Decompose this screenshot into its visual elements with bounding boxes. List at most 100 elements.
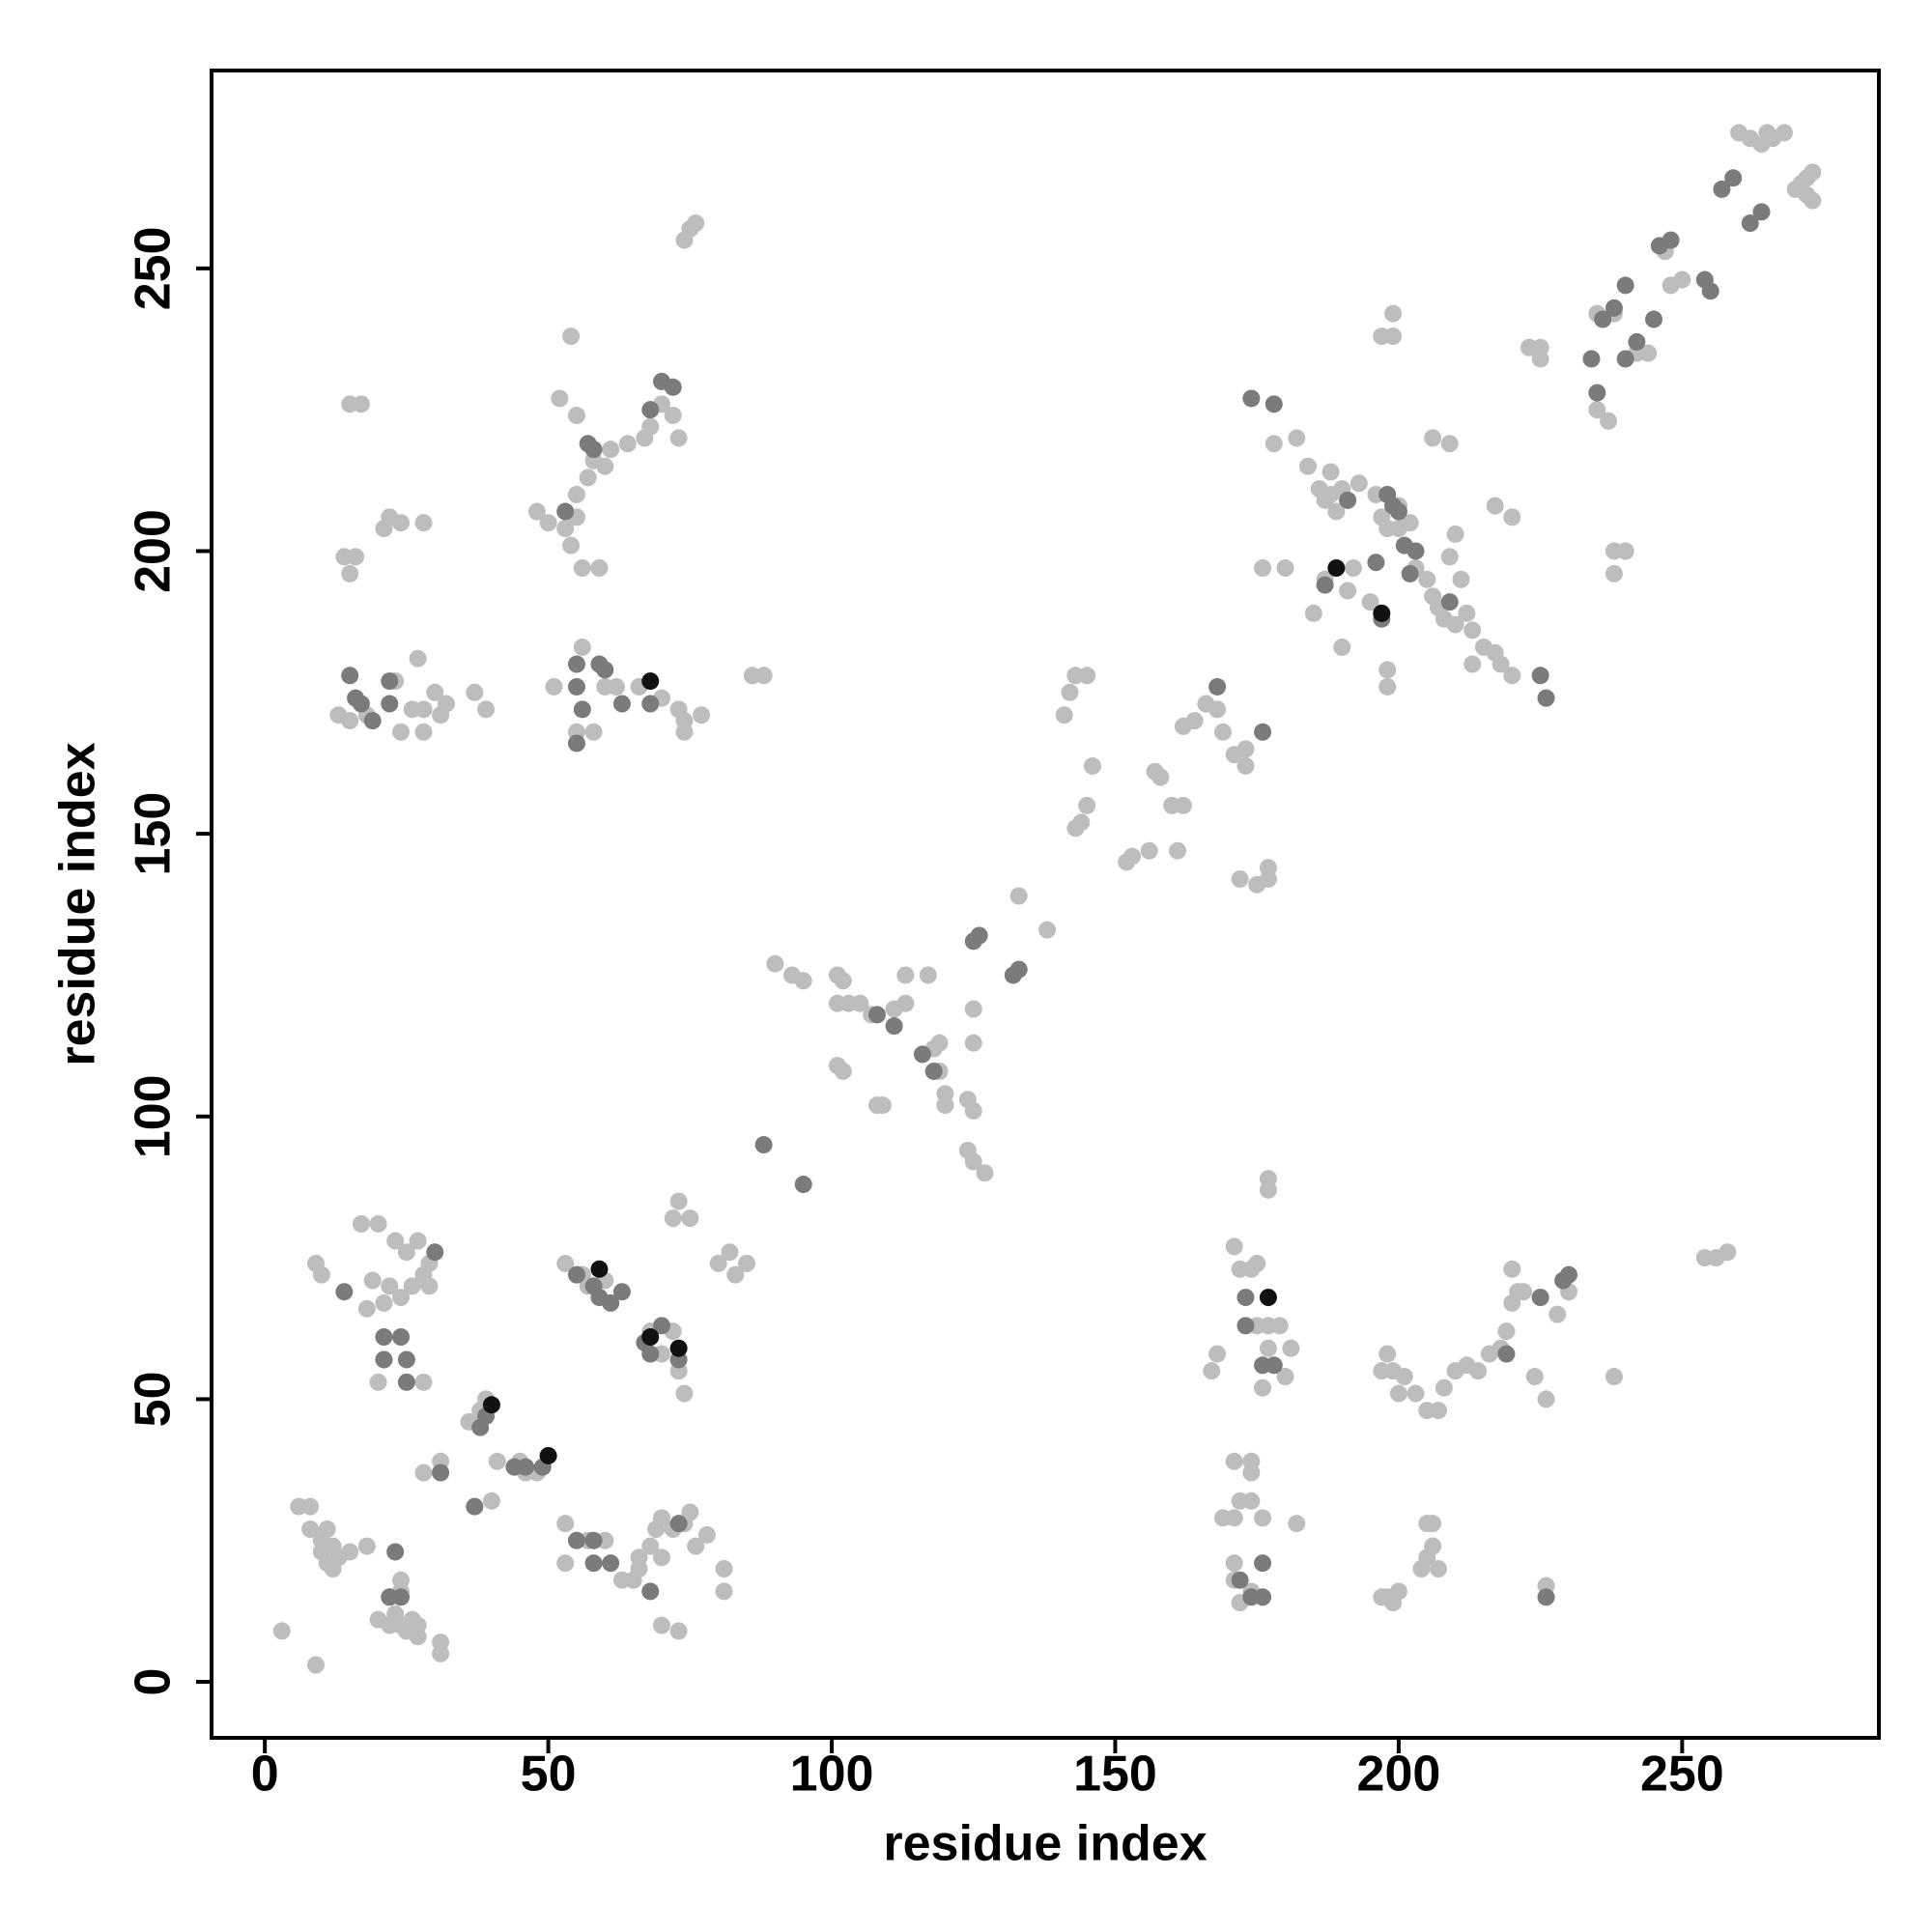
point: [664, 407, 682, 425]
x-tick-label: 100: [790, 1747, 874, 1803]
point: [669, 1622, 688, 1640]
point: [1236, 756, 1255, 775]
point: [754, 667, 773, 685]
point: [964, 1101, 982, 1120]
point: [1242, 389, 1261, 408]
point: [272, 1622, 291, 1640]
point: [1600, 412, 1618, 430]
point: [1616, 276, 1634, 295]
point: [369, 1373, 387, 1391]
point: [1429, 1402, 1447, 1420]
point: [426, 1243, 444, 1262]
point: [1639, 344, 1658, 362]
point: [1537, 689, 1555, 707]
y-tick-label: 0: [126, 1668, 182, 1696]
point: [426, 683, 444, 701]
point: [527, 502, 546, 521]
y-tick-label: 250: [126, 226, 182, 310]
point: [1259, 869, 1277, 888]
point: [556, 1554, 575, 1573]
point: [1458, 604, 1476, 622]
point: [669, 1192, 688, 1210]
point: [397, 1350, 415, 1369]
point: [1254, 1509, 1272, 1527]
point: [596, 661, 614, 679]
point: [641, 417, 660, 436]
point: [1616, 350, 1634, 368]
point: [664, 378, 682, 396]
point: [1515, 1283, 1533, 1301]
point: [567, 1531, 585, 1549]
point: [1321, 485, 1340, 503]
point: [579, 469, 597, 487]
point: [1406, 542, 1425, 560]
point: [641, 1328, 660, 1347]
point: [612, 695, 631, 713]
point: [1424, 1537, 1442, 1555]
point: [896, 966, 915, 984]
point: [697, 1525, 716, 1544]
point: [341, 712, 359, 730]
point: [539, 1446, 557, 1464]
point: [1282, 1339, 1300, 1357]
point: [1254, 1356, 1272, 1375]
point: [630, 1560, 648, 1578]
point: [1531, 1289, 1549, 1307]
point: [652, 1616, 670, 1634]
point: [301, 1497, 320, 1516]
point: [1009, 960, 1028, 979]
point: [363, 1271, 382, 1290]
point: [715, 1560, 733, 1578]
point: [1719, 1243, 1737, 1262]
point: [392, 723, 411, 741]
point: [567, 485, 585, 503]
point: [381, 672, 399, 691]
point: [397, 1243, 415, 1262]
point: [301, 1520, 320, 1539]
point: [602, 1554, 620, 1573]
point: [834, 1062, 852, 1080]
point: [357, 1299, 376, 1318]
point: [482, 1396, 500, 1414]
point: [1395, 1368, 1413, 1386]
point: [1605, 298, 1623, 317]
point: [1084, 756, 1102, 775]
point: [1254, 723, 1272, 741]
point: [964, 1152, 982, 1171]
point: [885, 1017, 903, 1036]
point: [641, 1537, 660, 1555]
point: [403, 1277, 421, 1295]
point: [1548, 1305, 1567, 1323]
point: [1185, 712, 1204, 730]
point: [573, 638, 591, 656]
point: [976, 1164, 994, 1182]
point: [1276, 559, 1294, 578]
point: [375, 1350, 393, 1369]
point: [675, 1384, 694, 1403]
point: [851, 994, 869, 1012]
point: [1378, 485, 1397, 503]
point: [794, 972, 812, 990]
y-axis-label: residue index: [50, 742, 106, 1065]
point: [1435, 1378, 1453, 1397]
point: [1616, 542, 1634, 560]
point: [1406, 1384, 1425, 1403]
point: [919, 966, 937, 984]
point: [1673, 270, 1691, 289]
point: [1174, 796, 1192, 814]
point: [1662, 231, 1680, 249]
point: [1361, 593, 1379, 611]
point: [409, 1628, 427, 1646]
point: [363, 712, 382, 730]
point: [1531, 350, 1549, 368]
point: [1316, 576, 1334, 594]
point: [669, 1515, 688, 1533]
point: [1401, 564, 1419, 582]
point: [1758, 124, 1776, 142]
point: [596, 457, 614, 475]
point: [726, 1265, 745, 1284]
point: [1775, 124, 1793, 142]
point: [397, 1373, 415, 1391]
point: [1724, 169, 1743, 187]
point: [1236, 1317, 1255, 1335]
